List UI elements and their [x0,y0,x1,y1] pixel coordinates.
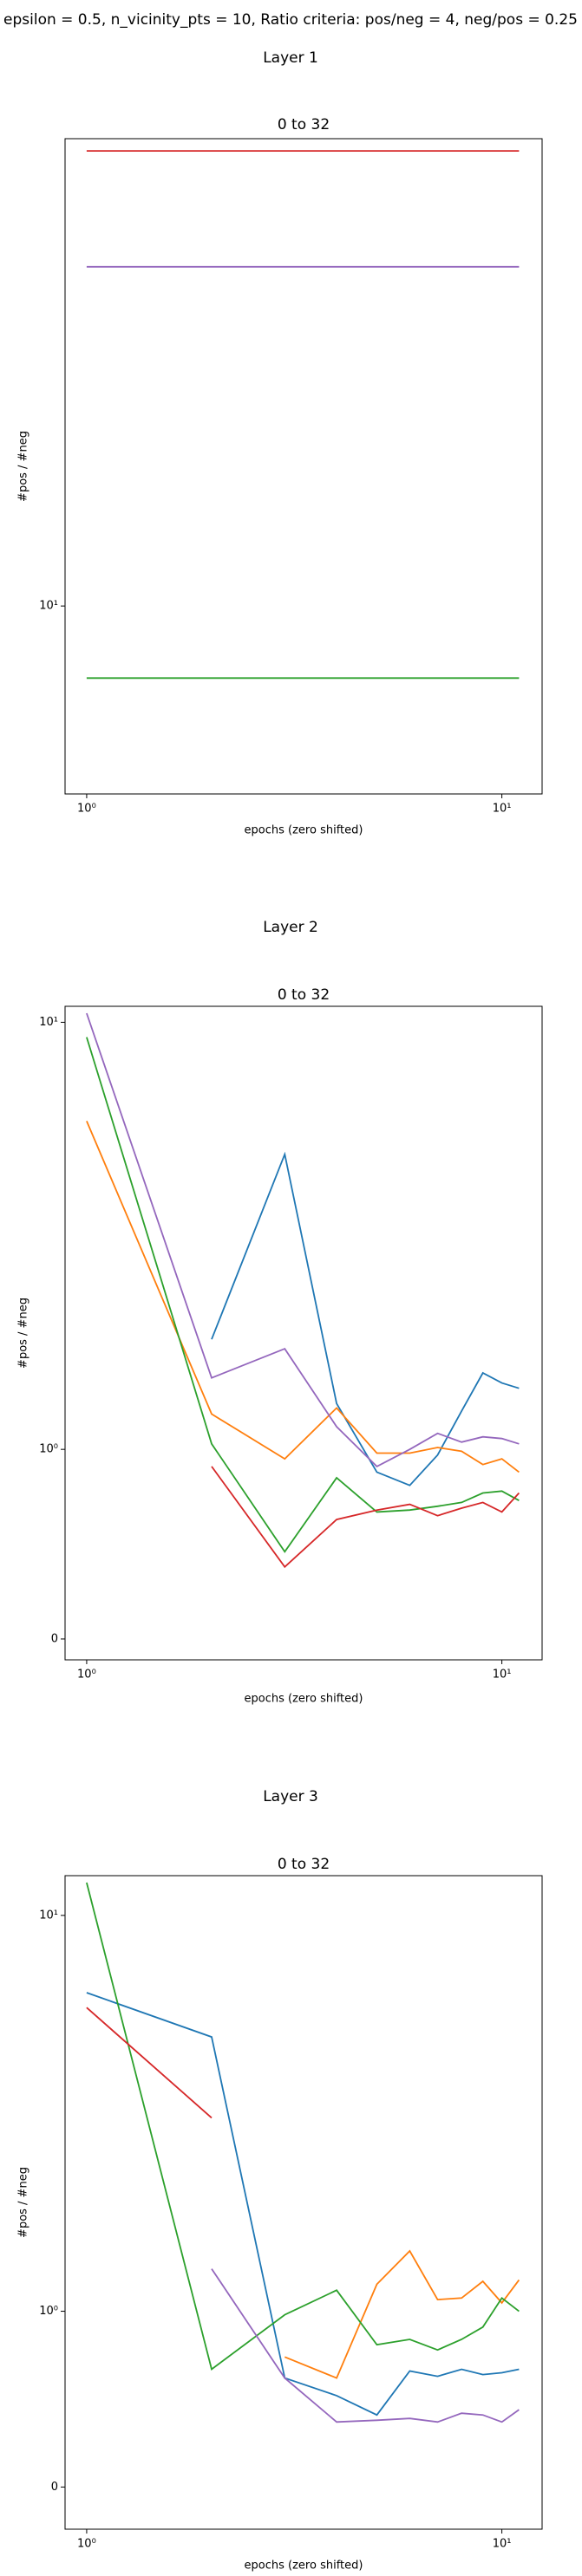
x-axis-label: epochs (zero shifted) [245,824,363,837]
series-line [86,1992,520,2417]
subplot-title: Layer 1 [263,49,318,67]
y-tick-label: 0 [51,2481,58,2494]
series-line [86,2007,213,2119]
y-tick-label: 10⁰ [39,1443,58,1456]
series-line [284,2249,520,2379]
series-line [211,1466,520,1569]
x-tick-label: 10¹ [493,2538,512,2551]
x-tick-label: 10⁰ [77,1669,96,1682]
y-axis-label: #pos / #neg [17,431,30,502]
axes-frame [64,1005,543,1661]
y-axis-label: #pos / #neg [17,2167,30,2238]
y-tick-label: 10¹ [39,1016,58,1029]
x-tick-label: 10¹ [493,1669,512,1682]
series-line [211,1151,520,1486]
series-line [86,1037,520,1553]
series-line [86,1121,520,1473]
y-tick-label: 10¹ [39,600,58,613]
y-axis-label: #pos / #neg [17,1298,30,1369]
x-axis-label: epochs (zero shifted) [245,2560,363,2573]
y-tick-label: 0 [51,1632,58,1645]
figure-title: epsilon = 0.5, n_vicinity_pts = 10, Rati… [3,11,578,29]
y-tick-label: 10¹ [39,1909,58,1922]
x-tick-label: 10⁰ [77,2538,96,2551]
x-axis-label: epochs (zero shifted) [245,1693,363,1706]
subplot-title: Layer 2 [263,919,318,936]
series-line [86,1882,520,2371]
subplot-title: Layer 3 [263,1788,318,1805]
x-tick-label: 10¹ [493,803,512,816]
x-tick-label: 10⁰ [77,803,96,816]
series-line [86,1012,520,1468]
axes-title: 0 to 32 [278,1856,330,1873]
axes-title: 0 to 32 [278,116,330,133]
series-line [211,2268,520,2423]
axes-title: 0 to 32 [278,986,330,1004]
axes-frame [64,138,543,795]
axes-frame [64,1875,543,2530]
y-tick-label: 10⁰ [39,2305,58,2318]
